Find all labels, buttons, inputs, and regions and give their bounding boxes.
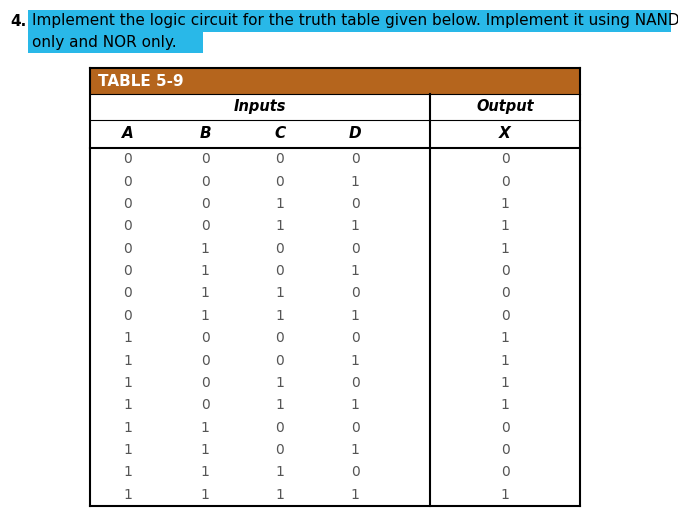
- Text: 0: 0: [500, 421, 509, 435]
- Text: X: X: [499, 126, 511, 141]
- Text: 0: 0: [276, 264, 284, 278]
- Text: 0: 0: [201, 376, 210, 390]
- Text: 0: 0: [201, 354, 210, 368]
- Text: 1: 1: [275, 376, 285, 390]
- Text: 0: 0: [500, 466, 509, 480]
- Text: 1: 1: [275, 219, 285, 233]
- Text: 1: 1: [275, 488, 285, 502]
- Text: 1: 1: [351, 398, 359, 412]
- Text: 1: 1: [351, 488, 359, 502]
- Text: 0: 0: [276, 152, 284, 166]
- Text: 1: 1: [351, 264, 359, 278]
- Text: 1: 1: [275, 398, 285, 412]
- Text: 0: 0: [123, 197, 132, 211]
- Text: 0: 0: [123, 309, 132, 323]
- Text: 1: 1: [201, 309, 210, 323]
- Text: 1: 1: [123, 376, 132, 390]
- Text: A: A: [122, 126, 134, 141]
- Text: 1: 1: [123, 443, 132, 457]
- Text: D: D: [348, 126, 361, 141]
- Text: 1: 1: [275, 286, 285, 300]
- Text: 1: 1: [275, 197, 285, 211]
- Text: 1: 1: [201, 264, 210, 278]
- Text: 0: 0: [351, 286, 359, 300]
- Text: 1: 1: [351, 219, 359, 233]
- Text: 1: 1: [500, 488, 509, 502]
- Text: 0: 0: [351, 152, 359, 166]
- Text: 1: 1: [201, 443, 210, 457]
- Text: 0: 0: [123, 152, 132, 166]
- Text: 1: 1: [500, 242, 509, 256]
- Text: 1: 1: [201, 488, 210, 502]
- Text: 0: 0: [201, 331, 210, 345]
- Text: TABLE 5-9: TABLE 5-9: [98, 74, 184, 89]
- Text: 1: 1: [500, 197, 509, 211]
- Text: 1: 1: [123, 421, 132, 435]
- Text: C: C: [275, 126, 285, 141]
- Text: 0: 0: [276, 175, 284, 189]
- Text: 1: 1: [500, 376, 509, 390]
- Text: Output: Output: [476, 99, 534, 114]
- Text: 1: 1: [351, 443, 359, 457]
- Text: 0: 0: [123, 175, 132, 189]
- Text: 0: 0: [351, 421, 359, 435]
- Text: 0: 0: [351, 242, 359, 256]
- Text: 1: 1: [500, 398, 509, 412]
- Text: Inputs: Inputs: [234, 99, 286, 114]
- Text: only and NOR only.: only and NOR only.: [32, 35, 177, 50]
- Text: 0: 0: [351, 376, 359, 390]
- FancyBboxPatch shape: [28, 10, 671, 32]
- Text: 0: 0: [276, 242, 284, 256]
- Text: 1: 1: [351, 354, 359, 368]
- Text: 0: 0: [201, 175, 210, 189]
- Text: B: B: [199, 126, 211, 141]
- Text: 0: 0: [201, 398, 210, 412]
- Text: 0: 0: [500, 175, 509, 189]
- Text: 0: 0: [201, 152, 210, 166]
- Text: 0: 0: [201, 197, 210, 211]
- Text: 1: 1: [351, 175, 359, 189]
- Text: 4.: 4.: [10, 13, 26, 28]
- Text: 0: 0: [123, 286, 132, 300]
- Text: 1: 1: [275, 309, 285, 323]
- Text: Implement the logic circuit for the truth table given below. Implement it using : Implement the logic circuit for the trut…: [32, 13, 678, 28]
- Text: 1: 1: [351, 309, 359, 323]
- Text: 0: 0: [276, 331, 284, 345]
- Text: 1: 1: [275, 466, 285, 480]
- Text: 0: 0: [201, 219, 210, 233]
- Text: 1: 1: [500, 354, 509, 368]
- Text: 1: 1: [123, 466, 132, 480]
- Text: 1: 1: [201, 421, 210, 435]
- Text: 1: 1: [500, 331, 509, 345]
- Text: 0: 0: [351, 197, 359, 211]
- Text: 0: 0: [123, 264, 132, 278]
- Text: 1: 1: [500, 219, 509, 233]
- FancyBboxPatch shape: [28, 32, 203, 53]
- Text: 0: 0: [276, 443, 284, 457]
- Text: 1: 1: [201, 466, 210, 480]
- Text: 0: 0: [276, 421, 284, 435]
- Text: 0: 0: [351, 331, 359, 345]
- Text: 0: 0: [276, 354, 284, 368]
- Text: 1: 1: [123, 354, 132, 368]
- Text: 0: 0: [123, 242, 132, 256]
- Text: 1: 1: [123, 398, 132, 412]
- Text: 1: 1: [201, 242, 210, 256]
- FancyBboxPatch shape: [90, 68, 580, 94]
- Text: 0: 0: [500, 264, 509, 278]
- Text: 0: 0: [500, 152, 509, 166]
- Text: 1: 1: [123, 488, 132, 502]
- Text: 0: 0: [500, 309, 509, 323]
- Text: 0: 0: [123, 219, 132, 233]
- Text: 0: 0: [500, 443, 509, 457]
- Text: 1: 1: [201, 286, 210, 300]
- Text: 1: 1: [123, 331, 132, 345]
- Text: 0: 0: [500, 286, 509, 300]
- Text: 0: 0: [351, 466, 359, 480]
